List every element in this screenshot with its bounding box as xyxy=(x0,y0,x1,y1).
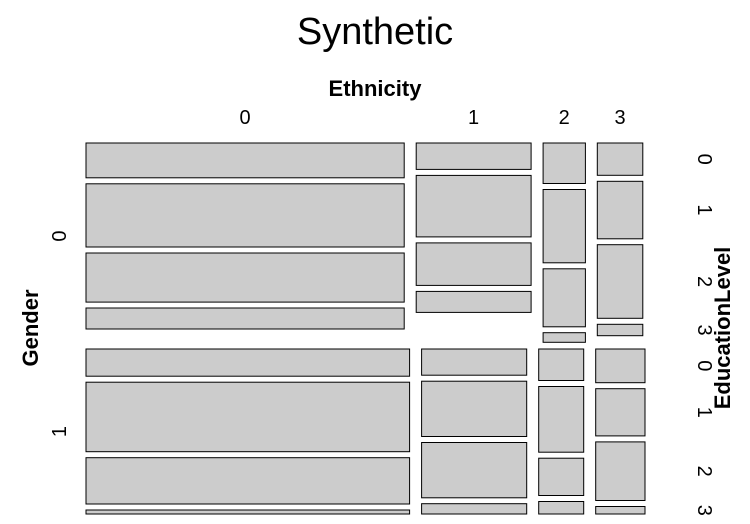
education-tick-g0-0: 0 xyxy=(693,154,715,165)
tile-g0-e2-ed1 xyxy=(542,189,586,264)
tile-g0-e0-ed0 xyxy=(85,142,405,179)
tile-g0-e1-ed1 xyxy=(415,174,532,238)
tile-g1-e2-ed2 xyxy=(538,457,585,497)
tile-g0-e2-ed2 xyxy=(542,268,586,328)
tile-g1-e1-ed0 xyxy=(421,348,528,376)
ethnicity-tick-0: 0 xyxy=(240,107,251,129)
tile-g1-e0-ed2 xyxy=(85,457,411,505)
education-tick-g0-2: 2 xyxy=(693,276,715,287)
tile-g1-e2-ed3 xyxy=(538,501,585,515)
tile-g0-e0-ed1 xyxy=(85,183,405,248)
tile-g1-e0-ed3 xyxy=(85,509,411,515)
tile-g1-e1-ed2 xyxy=(421,442,528,499)
tile-g0-e0-ed3 xyxy=(85,307,405,330)
tile-g0-e1-ed0 xyxy=(415,142,532,170)
mosaic-tiles xyxy=(85,142,646,515)
tile-g1-e0-ed0 xyxy=(85,348,411,377)
tile-g1-e1-ed3 xyxy=(421,503,528,515)
tile-g0-e0-ed2 xyxy=(85,252,405,303)
tile-g0-e2-ed0 xyxy=(542,142,586,184)
ethnicity-tick-3: 3 xyxy=(615,107,626,129)
tile-g1-e3-ed0 xyxy=(595,348,646,384)
education-tick-g1-1: 1 xyxy=(693,407,715,418)
right-axis-label: EducationLevel xyxy=(710,247,735,410)
tile-g0-e3-ed1 xyxy=(596,180,644,240)
tile-g1-e0-ed1 xyxy=(85,381,411,453)
ethnicity-tick-1: 1 xyxy=(468,107,479,129)
tile-g0-e1-ed3 xyxy=(415,290,532,313)
tile-g1-e2-ed1 xyxy=(538,386,585,453)
tile-g1-e3-ed3 xyxy=(595,506,646,515)
x-axis-label: Ethnicity xyxy=(329,76,423,101)
tile-g1-e2-ed0 xyxy=(538,348,585,381)
tile-g0-e2-ed3 xyxy=(542,332,586,343)
tick-labels: 0 1 2 3 0 0 1 2 3 1 0 1 2 3 xyxy=(49,107,715,516)
education-tick-g1-3: 3 xyxy=(693,505,715,516)
tile-g1-e1-ed1 xyxy=(421,380,528,438)
chart-title: Synthetic xyxy=(297,11,453,53)
tile-g0-e3-ed3 xyxy=(596,323,644,337)
ethnicity-tick-2: 2 xyxy=(559,107,570,129)
education-tick-g1-2: 2 xyxy=(693,466,715,477)
gender-tick-1: 1 xyxy=(49,426,71,437)
tile-g0-e3-ed2 xyxy=(596,244,644,319)
tile-g0-e3-ed0 xyxy=(596,142,644,176)
education-tick-g0-3: 3 xyxy=(693,324,715,335)
education-tick-g0-1: 1 xyxy=(693,204,715,215)
y-axis-label: Gender xyxy=(18,289,43,366)
education-tick-g1-0: 0 xyxy=(693,360,715,371)
tile-g1-e3-ed1 xyxy=(595,388,646,437)
tile-g0-e1-ed2 xyxy=(415,242,532,286)
tile-g1-e3-ed2 xyxy=(595,441,646,501)
gender-tick-0: 0 xyxy=(49,230,71,241)
